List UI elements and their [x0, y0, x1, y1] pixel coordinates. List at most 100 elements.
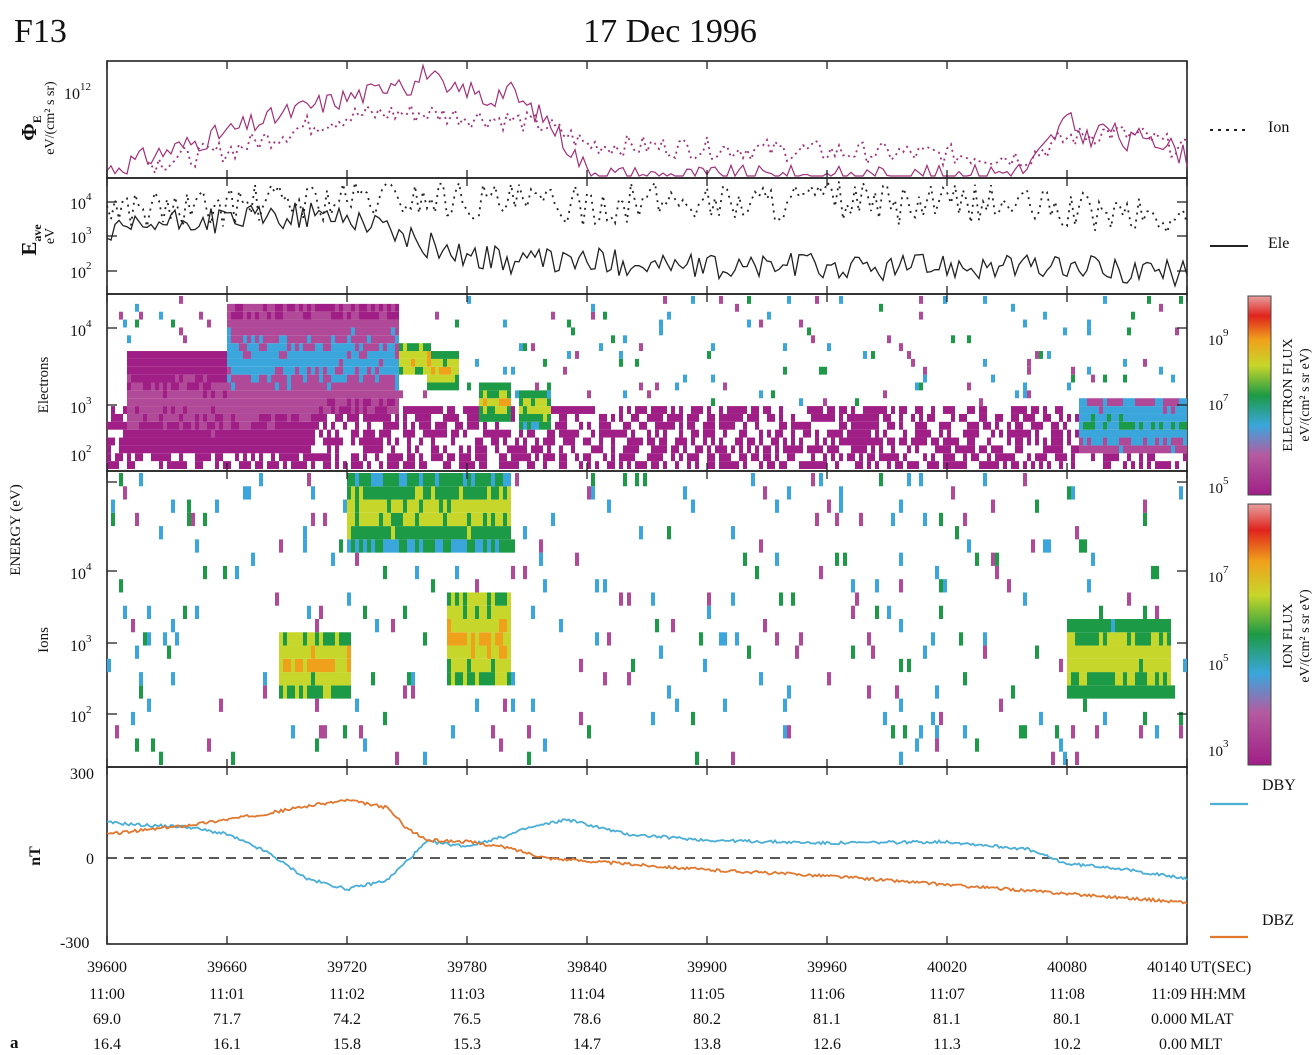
spectrogram-cell: [1143, 619, 1147, 633]
x-tick-label: 81.1: [813, 1011, 841, 1028]
spectrogram-cell: [375, 303, 379, 312]
spectrogram-cell: [275, 311, 279, 320]
spectrogram-cell: [167, 437, 171, 446]
spectrogram-cell: [851, 605, 855, 619]
spectrogram-cell: [295, 453, 299, 462]
spectrogram-cell: [1031, 421, 1035, 430]
spectrogram-cell: [1147, 429, 1151, 438]
spectrogram-cell: [391, 390, 395, 399]
spectrogram-cell: [1147, 645, 1151, 659]
spectrogram-cell: [347, 303, 351, 312]
spectrogram-cell: [379, 303, 383, 312]
spectrogram-cell: [291, 413, 295, 422]
spectrogram-cell: [491, 619, 495, 633]
spectrogram-cell: [323, 343, 327, 352]
spectrogram-cell: [1103, 632, 1107, 646]
spectrogram-cell: [559, 406, 563, 414]
spectrogram-cell: [719, 445, 723, 454]
spectrogram-cell: [363, 473, 367, 487]
spectrogram-cell: [1167, 445, 1171, 454]
spectrogram-cell: [443, 461, 447, 469]
spectrogram-cell: [375, 473, 379, 487]
spectrogram-cell: [127, 413, 131, 422]
spectrogram-cell: [431, 374, 435, 383]
spectrogram-cell: [1067, 632, 1071, 646]
spectrogram-cell: [455, 319, 459, 328]
spectrogram-cell: [235, 311, 239, 320]
spectrogram-cell: [207, 374, 211, 383]
spectrogram-cell: [1167, 461, 1171, 469]
spectrogram-cell: [1015, 413, 1019, 422]
spectrogram-cell: [139, 421, 143, 430]
spectrogram-cell: [447, 539, 451, 553]
spectrogram-cell: [515, 437, 519, 446]
spectrogram-cell: [203, 413, 207, 422]
spectrogram-cell: [751, 473, 755, 487]
spectrogram-cell: [307, 343, 311, 352]
spectrogram-cell: [759, 672, 763, 686]
spectrogram-cell: [1099, 445, 1103, 454]
spectrogram-cell: [303, 526, 307, 540]
spectrogram-cell: [291, 358, 295, 367]
spectrogram-cell: [643, 461, 647, 469]
spectrogram-cell: [1035, 437, 1039, 446]
spectrogram-cell: [223, 390, 227, 399]
spectrogram-cell: [315, 406, 319, 414]
spectrogram-cell: [1139, 453, 1143, 462]
spectrogram-cell: [299, 382, 303, 391]
spectrogram-cell: [251, 335, 255, 344]
spectrogram-cell: [247, 319, 251, 328]
spectrogram-cell: [343, 319, 347, 328]
spectrogram-cell: [283, 445, 287, 454]
spectrogram-cell: [899, 461, 903, 469]
spectrogram-cell: [451, 413, 455, 422]
spectrogram-cell: [443, 351, 447, 359]
spectrogram-cell: [467, 539, 471, 553]
spectrogram-cell: [587, 421, 591, 430]
spectrogram-cell: [903, 429, 907, 438]
spectrogram-cell: [427, 366, 431, 375]
spectrogram-cell: [367, 327, 371, 336]
spectrogram-cell: [179, 437, 183, 446]
spectrogram-cell: [623, 473, 627, 487]
spectrogram-cell: [619, 592, 623, 606]
spectrogram-cell: [1067, 413, 1071, 422]
spectrogram-cell: [247, 398, 251, 407]
spectrogram-cell: [483, 445, 487, 454]
spectrogram-cell: [391, 382, 395, 391]
spectrogram-cell: [1055, 725, 1059, 739]
spectrogram-cell: [363, 382, 367, 391]
spectrogram-cell: [315, 366, 319, 375]
spectrogram-cell: [1115, 645, 1119, 659]
spectrogram-cell: [323, 390, 327, 399]
spectrogram-cell: [507, 672, 511, 686]
spectrogram-cell: [1131, 632, 1135, 646]
spectrogram-cell: [287, 374, 291, 383]
spectrogram-cell: [271, 453, 275, 462]
spectrogram-cell: [1103, 619, 1107, 633]
spectrogram-cell: [243, 343, 247, 352]
spectrogram-cell: [339, 390, 343, 399]
electron-spectrogram: [107, 296, 1187, 469]
spectrogram-cell: [279, 343, 283, 352]
spectrogram-cell: [455, 539, 459, 553]
spectrogram-cell: [179, 413, 183, 422]
spectrogram-cell: [775, 552, 779, 566]
spectrogram-cell: [655, 413, 659, 422]
spectrogram-cell: [127, 335, 131, 344]
spectrogram-cell: [475, 605, 479, 619]
spectrogram-cell: [411, 486, 415, 500]
spectrogram-cell: [999, 445, 1003, 454]
spectrogram-cell: [867, 632, 871, 646]
x-tick-label: 14.7: [573, 1036, 601, 1053]
spectrogram-cell: [595, 461, 599, 469]
spectrogram-cell: [879, 303, 883, 312]
spectrogram-cell: [1111, 398, 1115, 407]
spectrogram-cell: [1147, 398, 1151, 407]
spectrogram-cell: [739, 437, 743, 446]
spectrogram-cell: [107, 658, 111, 673]
spectrogram-cell: [915, 421, 919, 430]
spectrogram-cell: [351, 303, 355, 312]
spectrogram-cell: [171, 445, 175, 454]
spectrogram-cell: [259, 398, 263, 407]
